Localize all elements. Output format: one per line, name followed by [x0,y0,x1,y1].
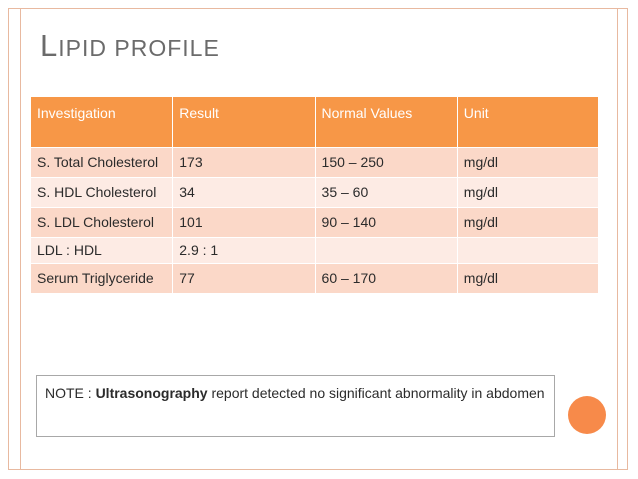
lipid-profile-table: Investigation Result Normal Values Unit … [29,96,600,294]
cell-normal-values: 35 – 60 [314,177,458,208]
cell-result: 34 [172,177,316,208]
note-prefix: NOTE : [45,385,96,401]
header-investigation: Investigation [29,96,174,148]
decorative-circle [568,396,606,434]
header-result: Result [172,96,316,148]
note-box: NOTE : Ultrasonography report detected n… [36,375,555,437]
cell-normal-values [314,237,458,264]
table-row: Serum Triglyceride 77 60 – 170 mg/dl [29,263,600,294]
cell-normal-values: 90 – 140 [314,207,458,238]
slide-title-initial: L [40,28,59,63]
cell-result: 101 [172,207,316,238]
table-header-row: Investigation Result Normal Values Unit [29,96,600,148]
slide-title-rest: IPID PROFILE [58,35,220,61]
left-border-rule [20,8,21,470]
note-bold-term: Ultrasonography [95,385,208,401]
table-row: S. LDL Cholesterol 101 90 – 140 mg/dl [29,207,600,238]
cell-result: 173 [172,147,316,178]
cell-result: 77 [172,263,316,294]
cell-normal-values: 150 – 250 [314,147,458,178]
cell-investigation: LDL : HDL [29,237,174,264]
cell-investigation: S. LDL Cholesterol [29,207,174,238]
cell-result: 2.9 : 1 [172,237,316,264]
cell-normal-values: 60 – 170 [314,263,458,294]
cell-investigation: S. HDL Cholesterol [29,177,174,208]
cell-unit: mg/dl [456,147,600,178]
slide-title: LIPID PROFILE [40,28,220,64]
header-normal-values: Normal Values [314,96,458,148]
cell-unit: mg/dl [456,207,600,238]
cell-unit [456,237,600,264]
table-row: S. Total Cholesterol 173 150 – 250 mg/dl [29,147,600,178]
slide-border [8,8,628,470]
right-border-rule [617,8,618,470]
note-text: report detected no significant abnormali… [207,385,545,401]
header-unit: Unit [456,96,600,148]
cell-unit: mg/dl [456,263,600,294]
cell-investigation: Serum Triglyceride [29,263,174,294]
table-row: S. HDL Cholesterol 34 35 – 60 mg/dl [29,177,600,208]
cell-unit: mg/dl [456,177,600,208]
cell-investigation: S. Total Cholesterol [29,147,174,178]
table-row: LDL : HDL 2.9 : 1 [29,237,600,264]
